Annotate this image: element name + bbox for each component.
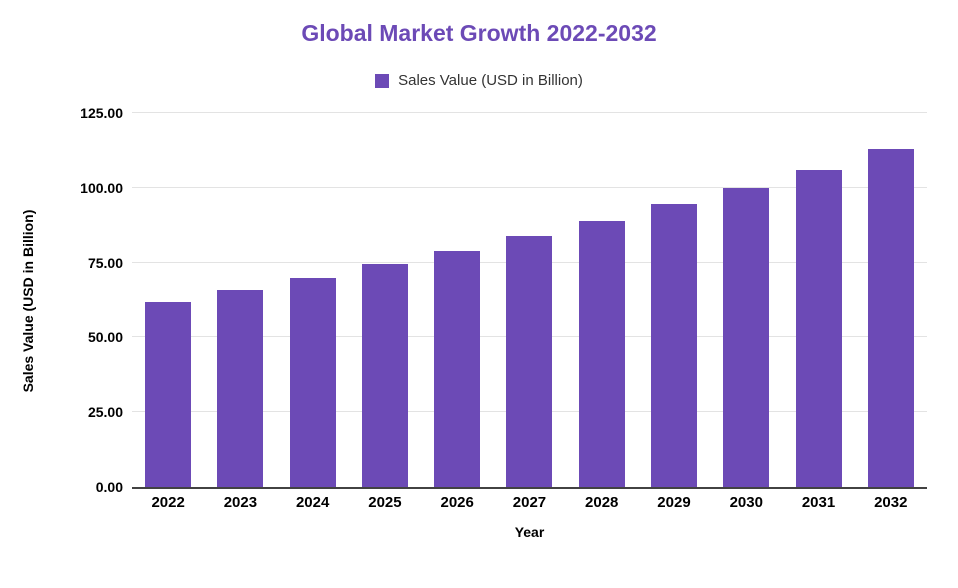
bar-2022[interactable]: [145, 301, 192, 487]
y-tick-label: 100.00: [80, 179, 123, 196]
bar-slot: [855, 113, 927, 487]
bar-slot: [638, 113, 710, 487]
bar-slot: [493, 113, 565, 487]
x-tick-label: 2028: [585, 494, 619, 511]
x-tick-label: 2032: [874, 494, 908, 511]
x-axis-labels: 2022 2023 2024 2025 2026 2027 2028 2029 2030 2031…: [132, 494, 927, 511]
bar-slot: [710, 113, 782, 487]
x-tick-label: 2027: [512, 494, 547, 511]
x-tick-label: 2029: [657, 494, 691, 511]
y-axis-title: Sales Value (USD in Billion): [20, 209, 36, 393]
legend-swatch-icon: [375, 73, 390, 88]
x-tick-label: 2030: [729, 494, 763, 511]
y-tick-label: 0.00: [95, 479, 123, 495]
bar-2029[interactable]: [650, 204, 697, 487]
bar-2031[interactable]: [795, 169, 842, 487]
bar-2028[interactable]: [578, 220, 625, 487]
legend: Sales Value (USD in Billion): [0, 72, 958, 89]
x-tick-label: 2023: [223, 494, 258, 511]
y-tick-label: 50.00: [87, 329, 123, 346]
x-tick-label: 2022: [151, 494, 185, 511]
x-axis-title: Year: [514, 524, 545, 540]
bar-2027[interactable]: [506, 235, 553, 487]
bar-slot: [204, 113, 276, 487]
x-tick-label: 2025: [368, 494, 402, 511]
bar-slot: [132, 113, 204, 487]
bar-2024[interactable]: [289, 277, 336, 487]
bar-2023[interactable]: [217, 289, 264, 487]
bar-2030[interactable]: [723, 187, 770, 487]
x-tick-label: 2024: [295, 494, 330, 511]
bar-slot: [277, 113, 349, 487]
bars-container: [132, 113, 927, 487]
bar-slot: [782, 113, 854, 487]
y-axis-ticks: 0.00 25.00 50.00 75.00 100.00 125.00: [55, 106, 123, 494]
bar-slot: [421, 113, 493, 487]
bar-slot: [349, 113, 421, 487]
bar-slot: [566, 113, 638, 487]
bar-2032[interactable]: [867, 148, 914, 487]
y-tick-label: 25.00: [87, 404, 123, 421]
chart-title: Global Market Growth 2022-2032: [301, 20, 657, 46]
y-tick-label: 75.00: [87, 254, 123, 271]
x-tick-label: 2031: [801, 494, 836, 511]
bar-2025[interactable]: [361, 264, 408, 487]
y-tick-label: 125.00: [80, 105, 123, 121]
legend-label: Sales Value (USD in Billion): [398, 72, 583, 89]
plot-area: [132, 112, 927, 489]
x-tick-label: 2026: [440, 494, 474, 511]
bar-2026[interactable]: [434, 250, 481, 487]
